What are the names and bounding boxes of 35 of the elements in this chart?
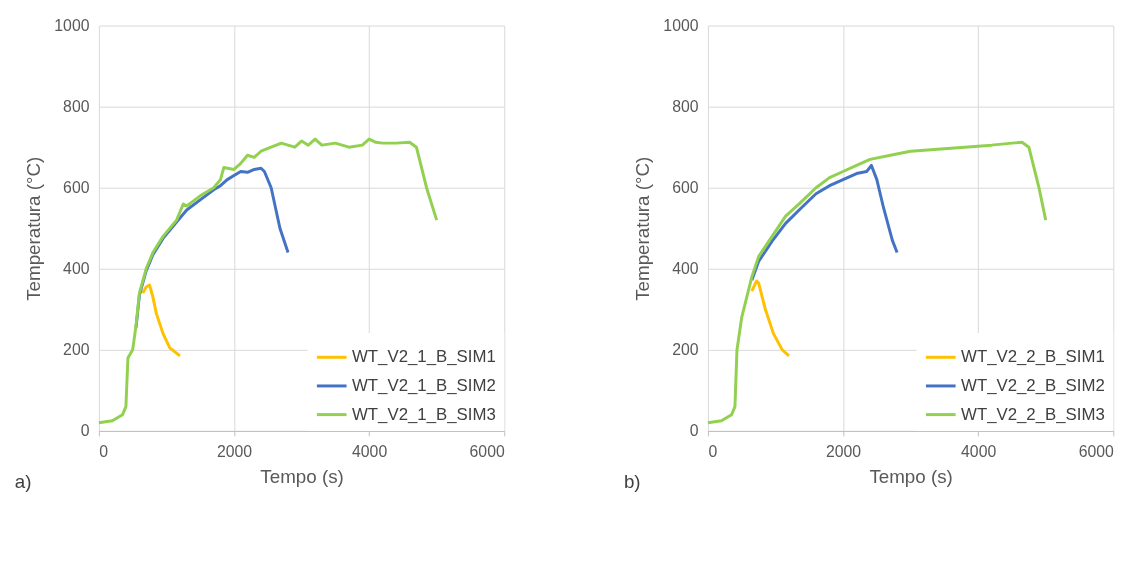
y-tick-label: 400 (63, 260, 90, 278)
y-tick-label: 800 (672, 98, 699, 116)
y-axis-title: Temperatura (°C) (632, 156, 654, 301)
x-tick-label: 6000 (1078, 443, 1114, 461)
x-tick-label: 2000 (216, 443, 253, 461)
x-axis-title: Tempo (s) (260, 465, 344, 487)
legend-label: WT_V2_2_B_SIM3 (961, 404, 1105, 424)
x-axis-title: Tempo (s) (869, 465, 953, 487)
legend-label: WT_V2_1_B_SIM2 (351, 375, 496, 395)
x-tick-label: 6000 (469, 443, 505, 461)
y-tick-label: 600 (63, 179, 90, 197)
text: a) (14, 471, 32, 493)
y-tick-label: 200 (63, 341, 90, 359)
y-tick-label: 200 (672, 341, 699, 359)
y-tick-label: 1000 (663, 17, 699, 34)
legend-label: WT_V2_1_B_SIM1 (351, 347, 496, 367)
y-tick-label: 800 (63, 98, 90, 116)
legend-label: WT_V2_2_B_SIM1 (961, 347, 1105, 367)
y-tick-label: 1000 (54, 17, 90, 34)
line-series (750, 163, 899, 282)
legend-label: WT_V2_2_B_SIM2 (961, 375, 1105, 395)
y-tick-label: 400 (672, 260, 699, 278)
x-tick-label: 4000 (352, 443, 388, 461)
y-axis-title: Temperatura (°C) (23, 156, 45, 301)
y-tick-label: 0 (80, 422, 90, 440)
y-tick-label: 0 (689, 422, 699, 440)
line-series (750, 279, 791, 358)
x-tick-label: 0 (708, 443, 718, 461)
x-tick-label: 0 (99, 443, 109, 461)
x-tick-label: 4000 (961, 443, 997, 461)
text: b) (623, 471, 641, 493)
y-tick-label: 600 (672, 179, 699, 197)
legend-label: WT_V2_1_B_SIM3 (351, 404, 496, 424)
line-series (141, 283, 182, 358)
x-tick-label: 2000 (825, 443, 862, 461)
